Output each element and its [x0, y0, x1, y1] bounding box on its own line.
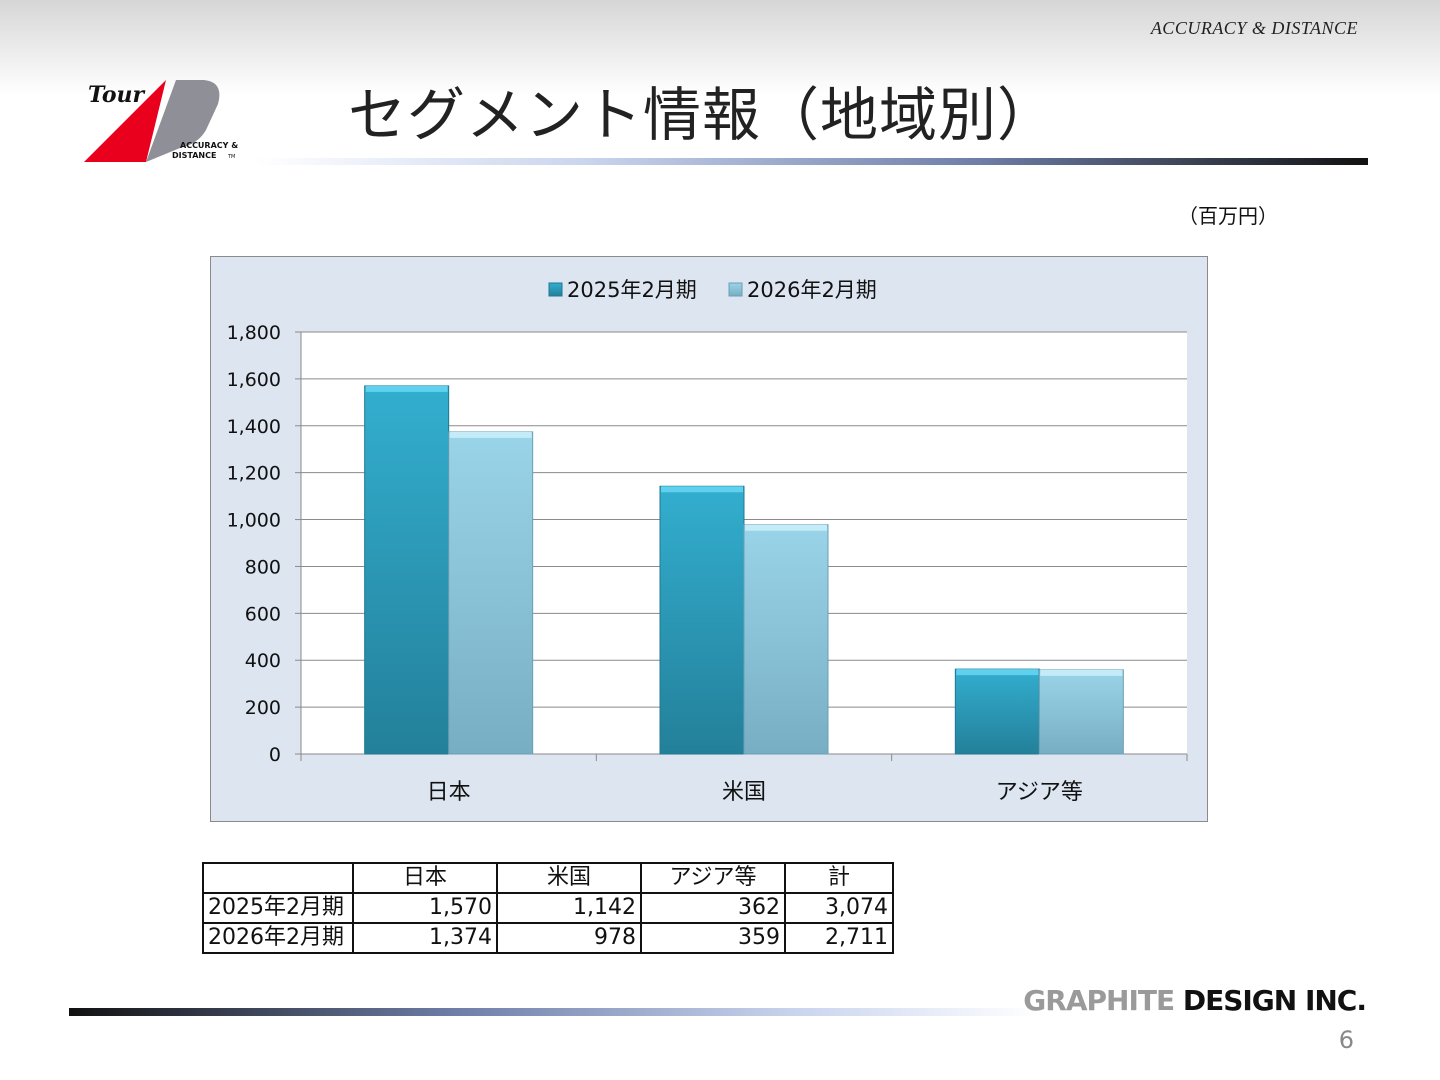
bar-cap [745, 524, 827, 531]
y-tick-label: 600 [245, 603, 281, 625]
x-category-label: 米国 [722, 780, 766, 805]
company-name-rest: DESIGN INC. [1174, 984, 1367, 1017]
table-row: 2026年2月期 1,374 978 359 2,711 [202, 922, 894, 954]
table-row-label: 2026年2月期 [202, 922, 354, 954]
bar-cap [449, 431, 532, 438]
table-header-cell [202, 862, 354, 894]
y-tick-label: 1,400 [227, 416, 281, 438]
table-header-cell: 日本 [352, 862, 498, 894]
table-cell: 362 [640, 892, 786, 924]
table-cell: 1,142 [496, 892, 642, 924]
y-tick-label: 200 [245, 697, 281, 719]
bar-chart: 0 200 400 600 800 1,000 1,200 1,400 1,600 1,800 日本… [227, 278, 1188, 805]
page-number: 6 [1338, 1026, 1354, 1054]
x-category-label: 日本 [427, 780, 471, 805]
table-cell: 1,570 [352, 892, 498, 924]
page-title: セグメント情報（地域別） [348, 81, 1057, 149]
table-cell: 2,711 [784, 922, 894, 954]
bar-2025 [659, 485, 745, 755]
bar-2025 [364, 385, 450, 755]
bar-cap [1040, 669, 1123, 676]
legend-label: 2025年2月期 [567, 278, 697, 302]
logo-line2: DISTANCE [172, 151, 216, 160]
table-header-cell: 米国 [496, 862, 642, 894]
logo-brand: Tour [88, 82, 146, 108]
table-cell: 359 [640, 922, 786, 954]
table-row: 2025年2月期 1,570 1,142 362 3,074 [202, 892, 894, 924]
header-divider [255, 158, 1368, 165]
bar-2026 [448, 431, 534, 755]
table-row-label: 2025年2月期 [202, 892, 354, 924]
legend-swatch [548, 282, 563, 297]
bar-cap [956, 669, 1039, 676]
header-band [0, 0, 1440, 95]
table-cell: 3,074 [784, 892, 894, 924]
table-header-cell: 計 [784, 862, 894, 894]
y-tick-label: 1,800 [227, 322, 281, 344]
tour-logo: Tour ACCURACY & DISTANCE TM [84, 80, 238, 162]
legend-swatch [728, 282, 743, 297]
chart-area: 0 200 400 600 800 1,000 1,200 1,400 1,600 1,800 日本… [210, 256, 1208, 822]
table-header-cell: アジア等 [640, 862, 786, 894]
y-tick-label: 1,000 [227, 510, 281, 532]
bar-2026 [743, 524, 829, 755]
y-tick-label: 800 [245, 556, 281, 578]
y-tick-label: 1,200 [227, 463, 281, 485]
x-category-label: アジア等 [996, 780, 1083, 805]
footer-divider [69, 1008, 1039, 1016]
legend-label: 2026年2月期 [747, 278, 877, 302]
bar-cap [661, 486, 743, 493]
table-header-row: 日本 米国 アジア等 計 [202, 862, 894, 894]
table-cell: 978 [496, 922, 642, 954]
bar-2026 [1038, 669, 1124, 755]
logo-tm: TM [227, 154, 235, 160]
y-tick-label: 400 [245, 650, 281, 672]
company-logo: GRAPHITE DESIGN INC. [1023, 984, 1367, 1017]
y-tick-label: 1,600 [227, 369, 281, 391]
logo-line1: ACCURACY & [180, 141, 238, 150]
logo-red-wedge [84, 80, 166, 162]
y-tick-label: 0 [269, 744, 281, 766]
unit-label: （百万円） [1178, 204, 1278, 228]
bar-cap [365, 385, 448, 392]
logo-grey-shape [146, 80, 220, 162]
company-name-graphite: GRAPHITE [1023, 984, 1175, 1017]
bar-2025 [954, 668, 1040, 755]
data-table: 日本 米国 アジア等 計 2025年2月期 1,570 1,142 362 3,… [202, 862, 894, 954]
tagline: ACCURACY & DISTANCE [1150, 18, 1358, 38]
table-cell: 1,374 [352, 922, 498, 954]
